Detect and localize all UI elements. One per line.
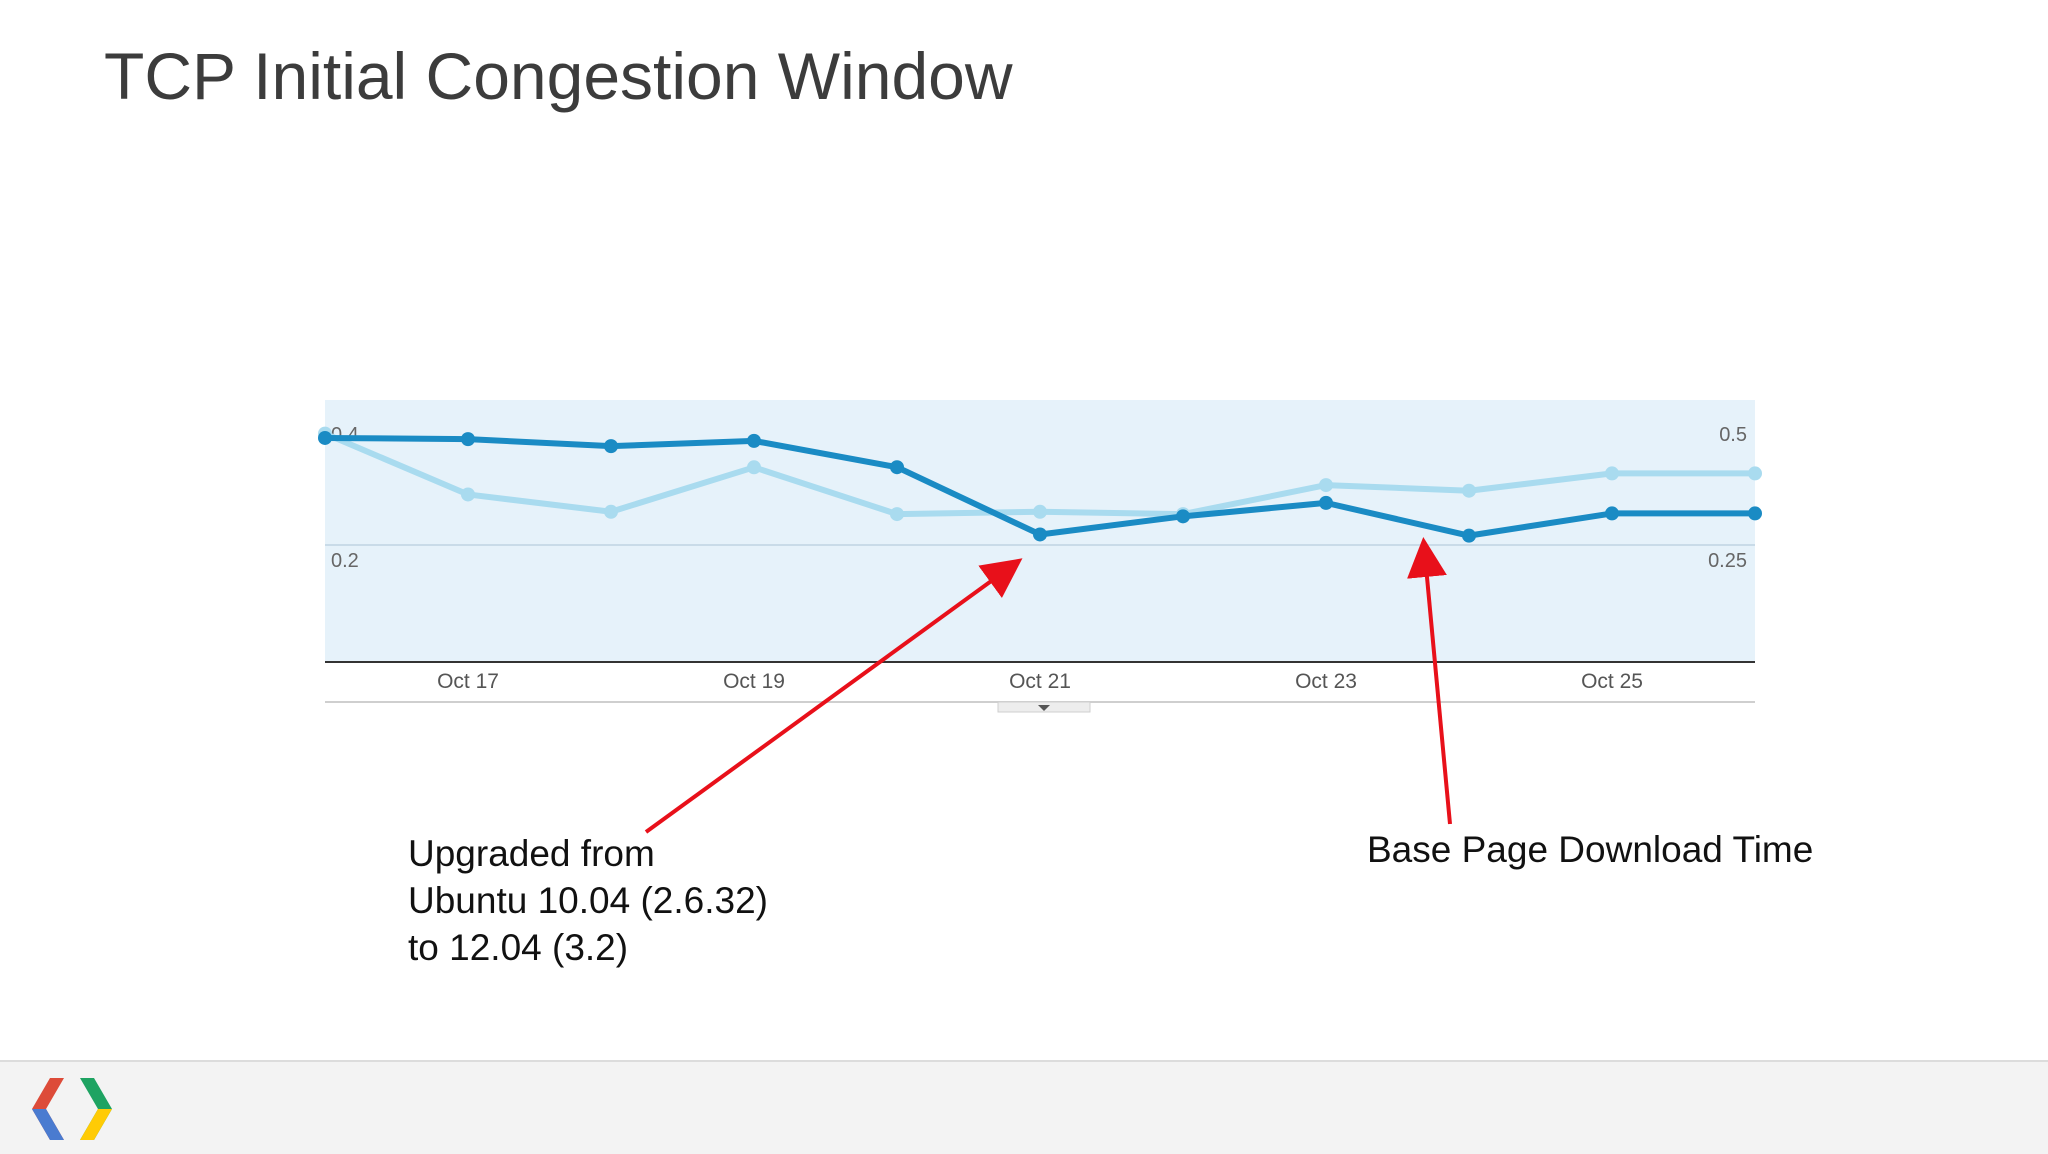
x-axis-tick-label: Oct 19	[723, 670, 785, 693]
series-point-0	[604, 439, 618, 454]
series-point-1	[604, 504, 618, 519]
series-point-1	[1462, 483, 1476, 498]
series-point-1	[461, 487, 475, 502]
series-point-0	[461, 432, 475, 447]
series-point-0	[747, 433, 761, 448]
series-point-1	[1319, 478, 1333, 493]
annotation-arrow-upgrade	[644, 558, 1023, 834]
annotation-upgrade: Upgraded from Ubuntu 10.04 (2.6.32) to 1…	[408, 830, 768, 971]
slide-title: TCP Initial Congestion Window	[104, 39, 1013, 113]
annotation-arrow-base-page	[1407, 537, 1452, 825]
x-axis-tick-label: Oct 17	[437, 670, 499, 693]
x-axis-tick-label: Oct 21	[1009, 670, 1071, 693]
series-point-0	[1033, 527, 1047, 542]
x-axis-tick-label: Oct 23	[1295, 670, 1357, 693]
series-point-0	[1176, 509, 1190, 524]
google-developers-logo-icon	[32, 1078, 112, 1140]
series-point-0	[1748, 506, 1762, 521]
right-axis-tick-label: 0.5	[1719, 424, 1747, 446]
x-axis-tick-label: Oct 25	[1581, 670, 1643, 693]
series-point-1	[1748, 466, 1762, 481]
footer-bar	[0, 1060, 2048, 1154]
annotation-upgrade-line-2: Ubuntu 10.04 (2.6.32)	[408, 880, 768, 921]
series-point-0	[1462, 528, 1476, 543]
series-point-1	[1033, 504, 1047, 519]
series-point-0	[890, 460, 904, 475]
left-axis-tick-label: 0.2	[331, 550, 359, 572]
series-point-1	[747, 460, 761, 475]
series-point-0	[318, 430, 332, 445]
range-handle-arrow-icon	[1038, 705, 1050, 711]
series-point-0	[1319, 495, 1333, 510]
right-axis-tick-label: 0.25	[1708, 550, 1747, 572]
annotation-base-page: Base Page Download Time	[1367, 829, 1814, 870]
series-point-0	[1605, 506, 1619, 521]
annotation-upgrade-line-1: Upgraded from	[408, 833, 655, 874]
annotation-upgrade-line-3: to 12.04 (3.2)	[408, 927, 629, 968]
series-point-1	[890, 507, 904, 522]
series-point-1	[1605, 466, 1619, 481]
